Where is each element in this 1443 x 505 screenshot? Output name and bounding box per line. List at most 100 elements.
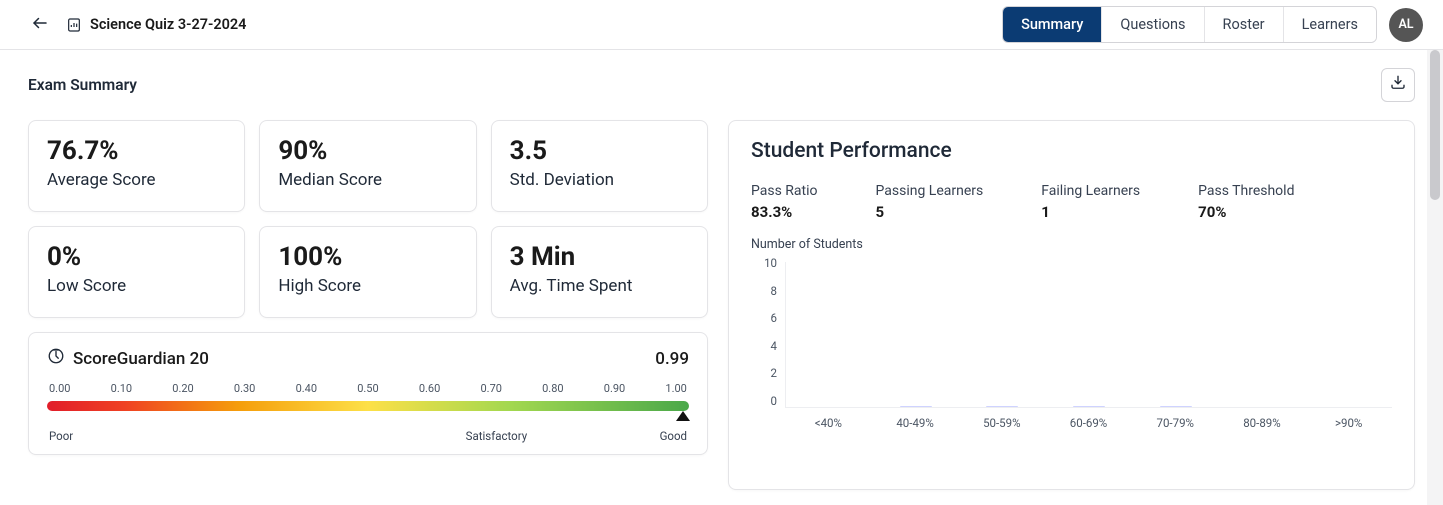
stat-label: Std. Deviation	[510, 170, 689, 190]
stat-low-score: 0% Low Score	[28, 226, 245, 318]
layout: 76.7% Average Score 90% Median Score 3.5…	[28, 120, 1415, 490]
perf-failing-learners: Failing Learners 1	[1041, 183, 1140, 221]
stat-label: Avg. Time Spent	[510, 276, 689, 296]
stat-value: 3.5	[510, 137, 689, 166]
x-tick: <40%	[785, 416, 872, 430]
sg-scale: 0.00 0.10 0.20 0.30 0.40 0.50 0.60 0.70 …	[47, 382, 689, 438]
tab-summary[interactable]: Summary	[1003, 7, 1102, 42]
y-tick: 10	[764, 256, 777, 270]
topbar-right: Summary Questions Roster Learners AL	[1002, 6, 1423, 43]
view-tabs: Summary Questions Roster Learners	[1002, 6, 1377, 43]
bar-slot	[959, 406, 1046, 407]
chart-document-icon	[66, 17, 82, 33]
sg-label-poor: Poor	[49, 429, 73, 443]
shield-icon	[47, 347, 65, 370]
x-tick: 70-79%	[1132, 416, 1219, 430]
stat-value: 3 Min	[510, 243, 689, 272]
left-column: 76.7% Average Score 90% Median Score 3.5…	[28, 120, 708, 490]
topbar: Science Quiz 3-27-2024 Summary Questions…	[0, 0, 1443, 50]
stat-label: High Score	[278, 276, 457, 296]
stat-std-deviation: 3.5 Std. Deviation	[491, 120, 708, 212]
sg-tick: 1.00	[665, 382, 686, 395]
sg-tick: 0.40	[296, 382, 317, 395]
sg-tick: 0.00	[49, 382, 70, 395]
chart-y-title: Number of Students	[751, 237, 1392, 252]
x-tick: 40-49%	[872, 416, 959, 430]
stat-label: Average Score	[47, 170, 226, 190]
x-tick: 50-59%	[958, 416, 1045, 430]
scrollbar[interactable]	[1427, 50, 1443, 505]
perf-pass-threshold: Pass Threshold 70%	[1198, 183, 1294, 221]
y-tick: 4	[771, 339, 777, 353]
user-avatar[interactable]: AL	[1389, 8, 1423, 42]
ps-value: 83.3%	[751, 203, 818, 221]
stat-value: 76.7%	[47, 137, 226, 166]
ps-label: Passing Learners	[876, 183, 984, 199]
ps-label: Failing Learners	[1041, 183, 1140, 199]
sg-ticks: 0.00 0.10 0.20 0.30 0.40 0.50 0.60 0.70 …	[47, 382, 689, 395]
document-title: Science Quiz 3-27-2024	[90, 16, 246, 33]
chart-plot	[785, 262, 1392, 408]
sg-value: 0.99	[655, 349, 689, 369]
sg-marker-icon	[676, 411, 690, 421]
bar-slot	[1132, 406, 1219, 407]
ps-value: 5	[876, 203, 984, 221]
performance-title: Student Performance	[751, 139, 1392, 163]
bar-slot	[873, 406, 960, 407]
stat-median-score: 90% Median Score	[259, 120, 476, 212]
sg-tick: 0.10	[111, 382, 132, 395]
bar	[1073, 406, 1105, 407]
sg-tick: 0.70	[480, 382, 501, 395]
download-button[interactable]	[1381, 68, 1415, 102]
tab-questions[interactable]: Questions	[1102, 7, 1204, 42]
bar-slot	[1046, 406, 1133, 407]
x-tick: 80-89%	[1219, 416, 1306, 430]
sg-gradient-bar	[47, 401, 689, 411]
chart-x-axis: <40%40-49%50-59%60-69%70-79%80-89%>90%	[785, 416, 1392, 430]
sg-label-satisfactory: Satisfactory	[466, 429, 528, 443]
chart-y-axis: 10 8 6 4 2 0	[755, 256, 777, 408]
performance-stats: Pass Ratio 83.3% Passing Learners 5 Fail…	[751, 183, 1392, 221]
sg-title: ScoreGuardian 20	[47, 347, 209, 370]
perf-passing-learners: Passing Learners 5	[876, 183, 984, 221]
stat-label: Median Score	[278, 170, 457, 190]
perf-pass-ratio: Pass Ratio 83.3%	[751, 183, 818, 221]
ps-label: Pass Threshold	[1198, 183, 1294, 199]
performance-chart: 10 8 6 4 2 0 <40%40-49%50-59%60-69%70-79…	[755, 256, 1392, 430]
scrollbar-thumb[interactable]	[1430, 50, 1440, 200]
page: Exam Summary 76.7% Average Score 90% Med…	[0, 50, 1443, 490]
page-title: Exam Summary	[28, 76, 137, 94]
bar	[900, 406, 932, 407]
stat-grid: 76.7% Average Score 90% Median Score 3.5…	[28, 120, 708, 318]
tab-learners[interactable]: Learners	[1284, 7, 1376, 42]
stat-value: 0%	[47, 243, 226, 272]
sg-header: ScoreGuardian 20 0.99	[47, 347, 689, 370]
performance-card: Student Performance Pass Ratio 83.3% Pas…	[728, 120, 1415, 490]
ps-label: Pass Ratio	[751, 183, 818, 199]
document-title-wrap: Science Quiz 3-27-2024	[66, 16, 246, 33]
y-tick: 8	[771, 284, 777, 298]
tab-roster[interactable]: Roster	[1205, 7, 1284, 42]
chart-bars	[786, 262, 1392, 407]
bar	[1160, 406, 1192, 407]
stat-value: 100%	[278, 243, 457, 272]
page-header: Exam Summary	[28, 68, 1415, 102]
topbar-left: Science Quiz 3-27-2024	[28, 13, 246, 37]
sg-labels: Poor Satisfactory Good	[47, 429, 689, 443]
y-tick: 2	[771, 366, 777, 380]
stat-value: 90%	[278, 137, 457, 166]
sg-tick: 0.50	[357, 382, 378, 395]
ps-value: 70%	[1198, 203, 1294, 221]
bar	[986, 406, 1018, 407]
x-tick: >90%	[1305, 416, 1392, 430]
stat-avg-time: 3 Min Avg. Time Spent	[491, 226, 708, 318]
sg-tick: 0.80	[542, 382, 563, 395]
stat-label: Low Score	[47, 276, 226, 296]
sg-label-good: Good	[660, 429, 687, 443]
sg-tick: 0.30	[234, 382, 255, 395]
x-tick: 60-69%	[1045, 416, 1132, 430]
y-tick: 6	[771, 311, 777, 325]
sg-tick: 0.60	[419, 382, 440, 395]
sg-tick: 0.20	[172, 382, 193, 395]
back-button[interactable]	[28, 13, 52, 37]
